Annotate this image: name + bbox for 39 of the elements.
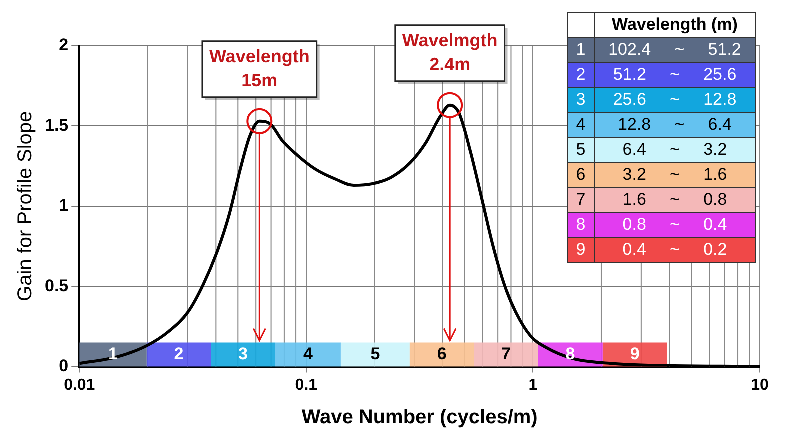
y-tick-label: 0.5: [44, 276, 69, 296]
color-swatch: 9: [568, 238, 594, 262]
color-swatch: 3.2 ~ 1.6: [594, 162, 756, 188]
band-label: 6: [437, 344, 447, 364]
color-swatch: 102.4 ~ 51.2: [594, 38, 756, 62]
color-swatch: 2: [568, 62, 594, 88]
y-axis-title: Gain for Profile Slope: [14, 111, 37, 302]
band-label: 3: [238, 344, 248, 364]
y-tick-label: 2: [59, 36, 69, 55]
color-swatch: 0.4 ~ 0.2: [594, 238, 756, 262]
text: Wavelength (m): [594, 12, 756, 38]
band-label: 4: [303, 344, 314, 364]
y-tick-label: 1.5: [44, 116, 69, 135]
band-label: 7: [501, 344, 511, 364]
color-swatch: 12.8 ~ 6.4: [594, 112, 756, 138]
y-tick-label: 1: [59, 196, 69, 216]
color-swatch: 7: [568, 188, 594, 212]
y-tick-label: 0: [59, 356, 69, 376]
color-swatch: 51.2 ~ 25.6: [594, 62, 756, 88]
x-tick-label: 0.1: [295, 376, 318, 394]
color-swatch: 25.6 ~ 12.8: [594, 88, 756, 112]
band-label: 5: [370, 344, 380, 364]
color-swatch: 6: [568, 162, 594, 188]
x-tick-label: 10: [751, 376, 769, 394]
color-swatch: 5: [568, 138, 594, 162]
x-axis-title: Wave Number (cycles/m): [302, 406, 538, 429]
color-swatch: 0.8 ~ 0.4: [594, 212, 756, 238]
x-tick-label: 1: [528, 376, 538, 394]
band-label: 9: [630, 344, 640, 364]
x-tick-label: 0.01: [64, 376, 96, 394]
band-label: 2: [174, 344, 184, 364]
annotation: Wavelength 15m: [209, 46, 310, 90]
color-swatch: 8: [568, 212, 594, 238]
color-swatch: 3: [568, 88, 594, 112]
annotation: Wavelmgth 2.4m: [402, 30, 498, 74]
color-swatch: 1: [568, 38, 594, 62]
color-swatch: 4: [568, 112, 594, 138]
color-swatch: 1.6 ~ 0.8: [594, 188, 756, 212]
color-swatch: 6.4 ~ 3.2: [594, 138, 756, 162]
